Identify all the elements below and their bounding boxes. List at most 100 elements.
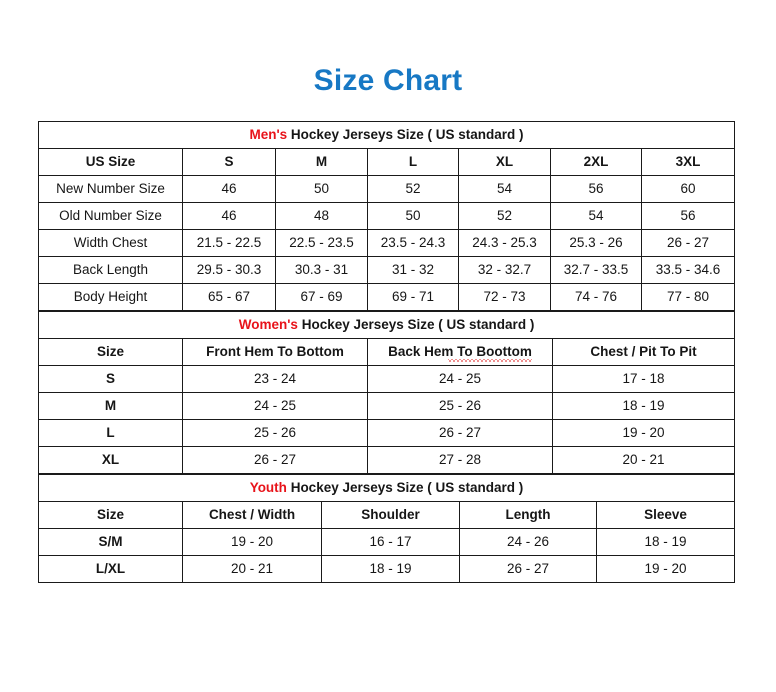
womens-cell-0-1: 24 - 25 <box>367 365 553 393</box>
mens-col-head-6: 3XL <box>641 148 735 176</box>
womens-size-table: Women's Hockey Jerseys Size ( US standar… <box>37 311 736 474</box>
mens-row-label-4: Body Height <box>38 283 183 311</box>
womens-cell-1-1: 25 - 26 <box>367 392 553 420</box>
womens-cell-3-2: 20 - 21 <box>551 446 736 474</box>
mens-section-title: Men's Hockey Jerseys Size ( US standard … <box>38 121 735 149</box>
youth-col-head-2: Shoulder <box>321 501 460 529</box>
mens-cell-4-1: 67 - 69 <box>275 283 368 311</box>
mens-cell-3-2: 31 - 32 <box>367 256 459 284</box>
table-row: Back Length 29.5 - 30.3 30.3 - 31 31 - 3… <box>38 256 735 284</box>
mens-cell-1-4: 54 <box>550 202 642 230</box>
mens-cell-2-4: 25.3 - 26 <box>550 229 642 257</box>
table-row: Width Chest 21.5 - 22.5 22.5 - 23.5 23.5… <box>38 229 735 257</box>
womens-cell-2-1: 26 - 27 <box>367 419 553 447</box>
mens-cell-2-2: 23.5 - 24.3 <box>367 229 459 257</box>
mens-cell-4-2: 69 - 71 <box>367 283 459 311</box>
mens-column-header-row: US Size S M L XL 2XL 3XL <box>38 148 735 176</box>
mens-section-title-accent: Men's <box>249 126 288 142</box>
mens-cell-1-1: 48 <box>275 202 368 230</box>
table-row: Old Number Size 46 48 50 52 54 56 <box>38 202 735 230</box>
womens-col-head-2: Back Hem To Boottom <box>367 338 553 366</box>
youth-column-header-row: Size Chest / Width Shoulder Length Sleev… <box>38 501 735 529</box>
mens-cell-3-5: 33.5 - 34.6 <box>641 256 735 284</box>
youth-row-label-1: L/XL <box>38 555 183 583</box>
mens-cell-4-5: 77 - 80 <box>641 283 735 311</box>
mens-cell-1-3: 52 <box>458 202 551 230</box>
youth-section-title: Youth Hockey Jerseys Size ( US standard … <box>38 474 735 502</box>
youth-cell-1-0: 20 - 21 <box>182 555 322 583</box>
mens-cell-2-5: 26 - 27 <box>641 229 735 257</box>
table-row: S 23 - 24 24 - 25 17 - 18 <box>38 365 736 393</box>
mens-cell-4-3: 72 - 73 <box>458 283 551 311</box>
womens-row-label-1: M <box>38 392 183 420</box>
mens-cell-3-3: 32 - 32.7 <box>458 256 551 284</box>
womens-cell-3-1: 27 - 28 <box>367 446 553 474</box>
mens-col-head-4: XL <box>458 148 551 176</box>
mens-cell-2-1: 22.5 - 23.5 <box>275 229 368 257</box>
womens-column-header-row: Size Front Hem To Bottom Back Hem To Boo… <box>38 338 736 366</box>
youth-cell-0-2: 24 - 26 <box>459 528 597 556</box>
womens-cell-3-0: 26 - 27 <box>182 446 368 474</box>
page-title: Size Chart <box>313 64 463 97</box>
mens-cell-1-5: 56 <box>641 202 735 230</box>
mens-cell-1-0: 46 <box>182 202 276 230</box>
womens-section-title-rest: Hockey Jerseys Size ( US standard ) <box>297 316 535 332</box>
mens-row-label-3: Back Length <box>38 256 183 284</box>
mens-col-head-2: M <box>275 148 368 176</box>
mens-cell-3-1: 30.3 - 31 <box>275 256 368 284</box>
mens-cell-2-0: 21.5 - 22.5 <box>182 229 276 257</box>
youth-section-title-rest: Hockey Jerseys Size ( US standard ) <box>286 479 524 495</box>
mens-cell-3-4: 32.7 - 33.5 <box>550 256 642 284</box>
youth-row-label-0: S/M <box>38 528 183 556</box>
womens-section-title: Women's Hockey Jerseys Size ( US standar… <box>37 311 736 339</box>
youth-cell-1-1: 18 - 19 <box>321 555 460 583</box>
table-row: XL 26 - 27 27 - 28 20 - 21 <box>38 446 736 474</box>
mens-cell-0-4: 56 <box>550 175 642 203</box>
mens-cell-0-3: 54 <box>458 175 551 203</box>
mens-section-header-row: Men's Hockey Jerseys Size ( US standard … <box>38 121 735 149</box>
mens-cell-4-0: 65 - 67 <box>182 283 276 311</box>
womens-cell-0-2: 17 - 18 <box>551 365 736 393</box>
womens-cell-1-0: 24 - 25 <box>182 392 368 420</box>
womens-col-head-1: Front Hem To Bottom <box>182 338 368 366</box>
table-row: L 25 - 26 26 - 27 19 - 20 <box>38 419 736 447</box>
mens-cell-1-2: 50 <box>367 202 459 230</box>
mens-row-label-2: Width Chest <box>38 229 183 257</box>
mens-cell-2-3: 24.3 - 25.3 <box>458 229 551 257</box>
mens-col-head-1: S <box>182 148 276 176</box>
table-row: New Number Size 46 50 52 54 56 60 <box>38 175 735 203</box>
youth-col-head-3: Length <box>459 501 597 529</box>
womens-row-label-0: S <box>38 365 183 393</box>
table-row: L/XL 20 - 21 18 - 19 26 - 27 19 - 20 <box>38 555 735 583</box>
mens-col-head-3: L <box>367 148 459 176</box>
youth-col-head-0: Size <box>38 501 183 529</box>
mens-cell-0-2: 52 <box>367 175 459 203</box>
table-row: M 24 - 25 25 - 26 18 - 19 <box>38 392 736 420</box>
womens-col-head-3: Chest / Pit To Pit <box>551 338 736 366</box>
mens-col-head-5: 2XL <box>550 148 642 176</box>
table-row: S/M 19 - 20 16 - 17 24 - 26 18 - 19 <box>38 528 735 556</box>
mens-row-label-1: Old Number Size <box>38 202 183 230</box>
youth-section-title-accent: Youth <box>249 479 287 495</box>
mens-cell-0-0: 46 <box>182 175 276 203</box>
womens-row-label-3: XL <box>38 446 183 474</box>
womens-cell-2-2: 19 - 20 <box>551 419 736 447</box>
mens-col-head-0: US Size <box>38 148 183 176</box>
mens-cell-0-5: 60 <box>641 175 735 203</box>
youth-section-header-row: Youth Hockey Jerseys Size ( US standard … <box>38 474 735 502</box>
womens-col-head-0: Size <box>38 338 183 366</box>
womens-section-title-accent: Women's <box>238 316 298 332</box>
youth-cell-1-3: 19 - 20 <box>596 555 735 583</box>
womens-cell-0-0: 23 - 24 <box>182 365 368 393</box>
womens-cell-2-0: 25 - 26 <box>182 419 368 447</box>
size-tables-container: Men's Hockey Jerseys Size ( US standard … <box>37 121 736 583</box>
mens-row-label-0: New Number Size <box>38 175 183 203</box>
mens-size-table: Men's Hockey Jerseys Size ( US standard … <box>38 121 735 311</box>
youth-col-head-1: Chest / Width <box>182 501 322 529</box>
womens-col-head-2-text: Back Hem To Boottom <box>388 343 532 363</box>
mens-cell-3-0: 29.5 - 30.3 <box>182 256 276 284</box>
mens-cell-0-1: 50 <box>275 175 368 203</box>
youth-cell-0-1: 16 - 17 <box>321 528 460 556</box>
womens-cell-1-2: 18 - 19 <box>551 392 736 420</box>
